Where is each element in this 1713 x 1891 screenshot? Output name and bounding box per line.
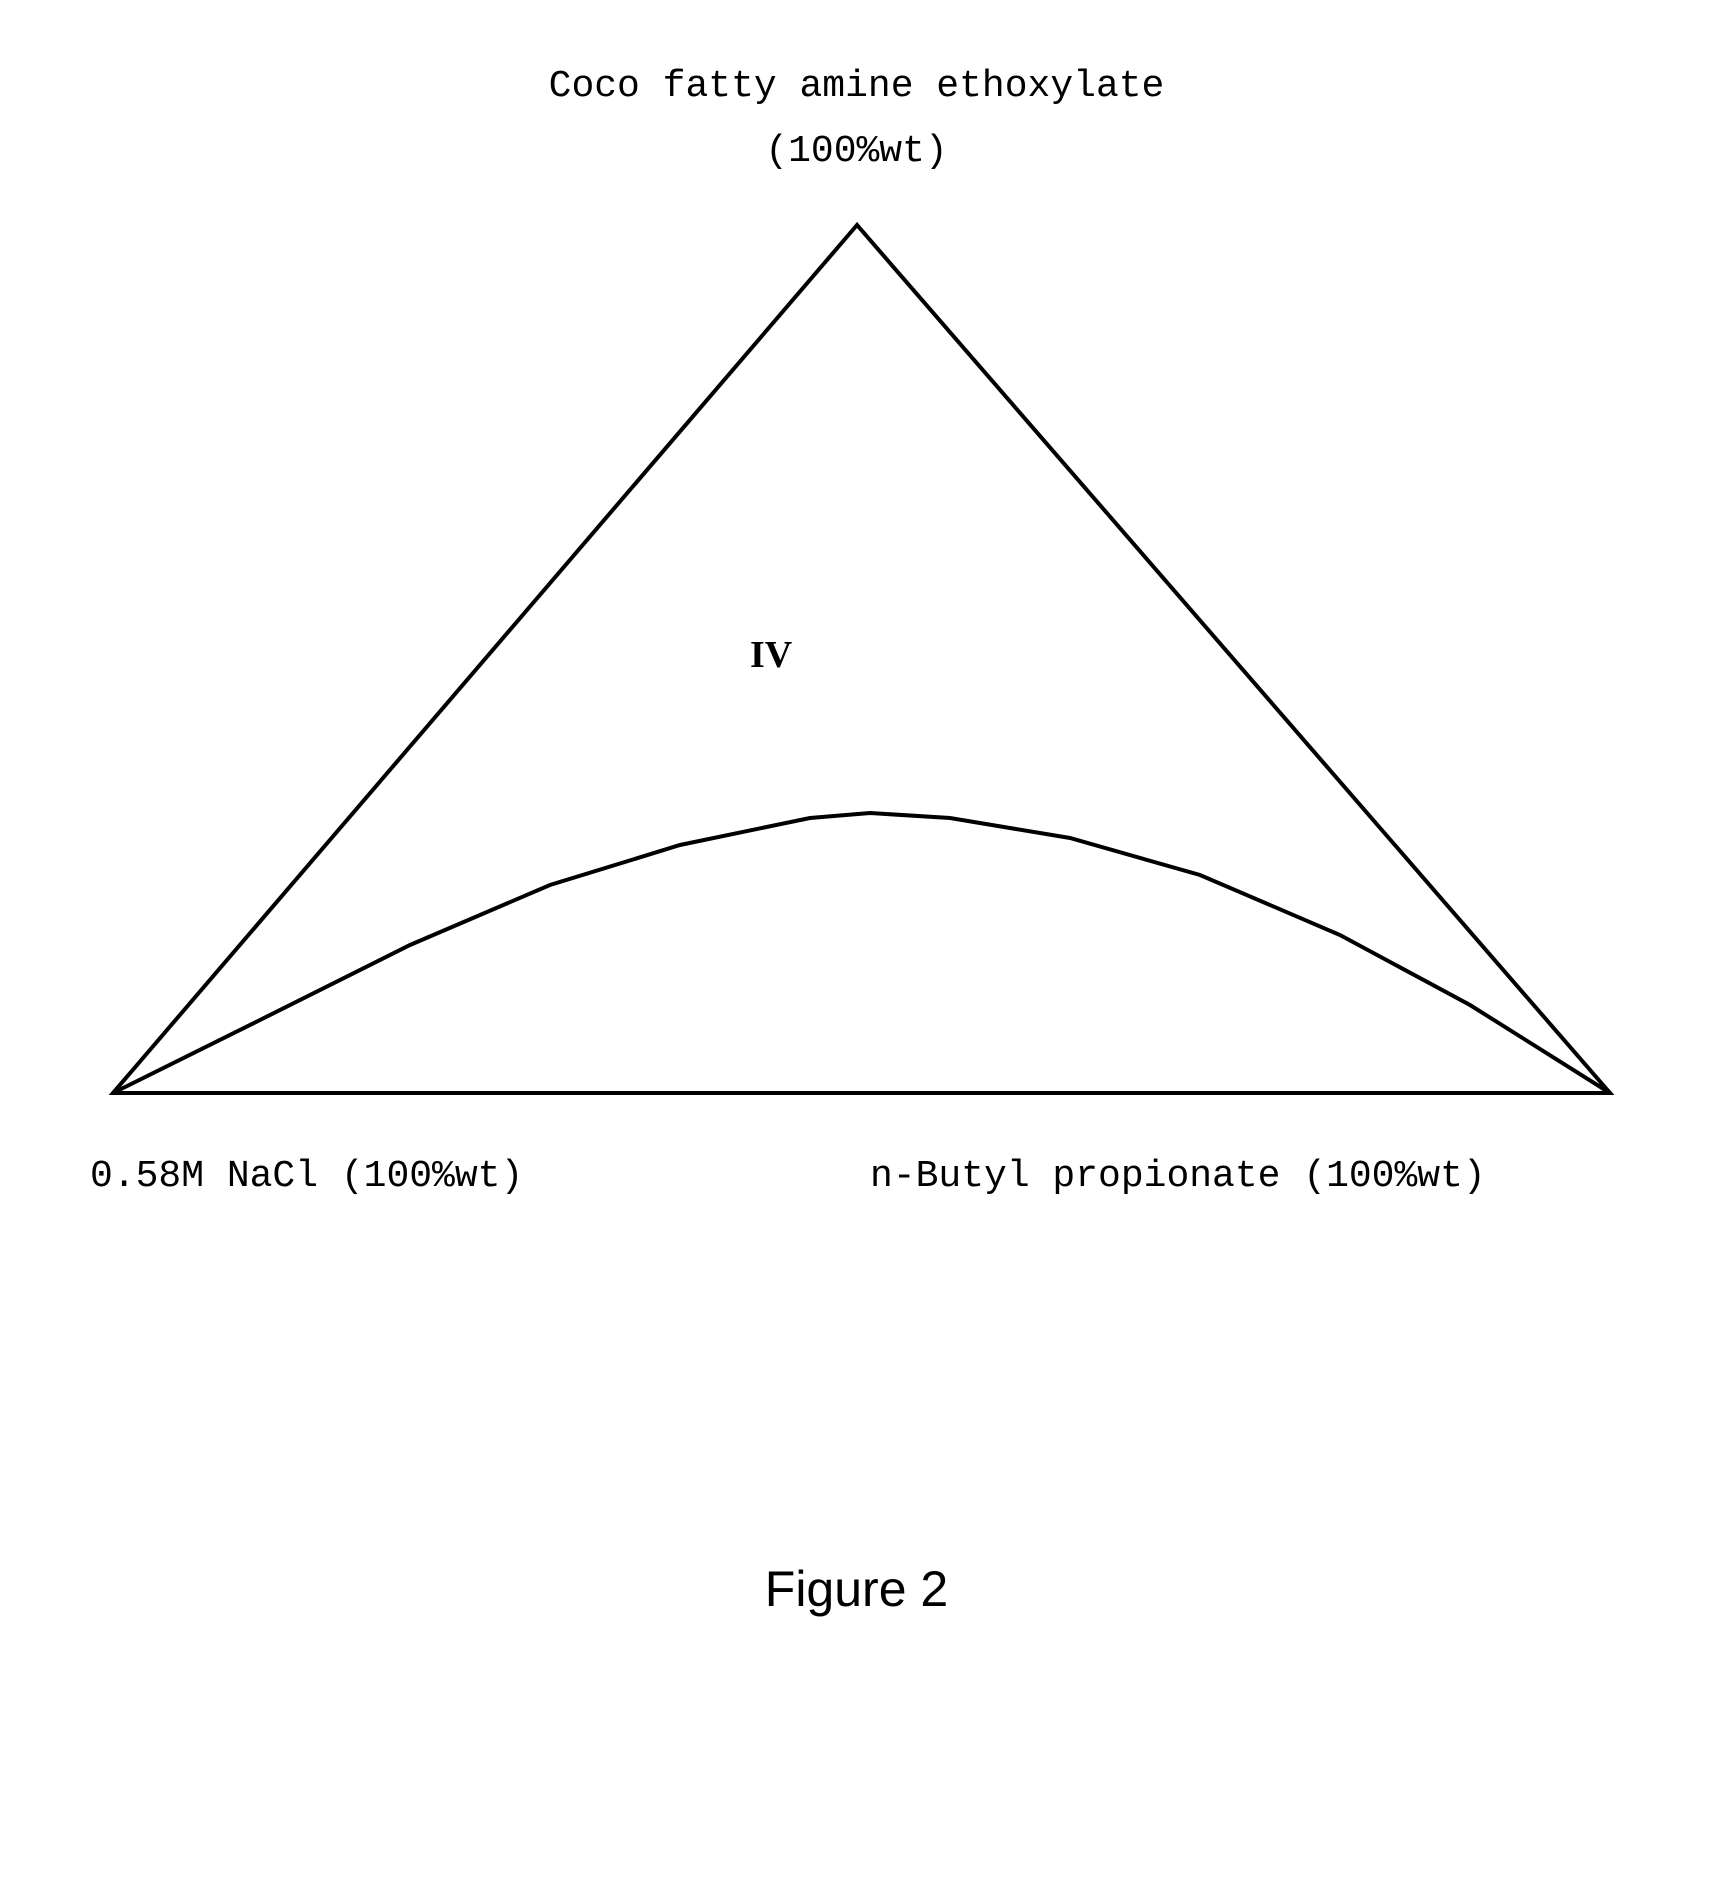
triangle-outline — [113, 225, 1610, 1093]
figure-caption: Figure 2 — [765, 1560, 948, 1618]
region-label: IV — [750, 633, 792, 677]
apex-bottom-left-label: 0.58M NaCl (100%wt) — [90, 1155, 523, 1198]
apex-bottom-right-label: n-Butyl propionate (100%wt) — [870, 1155, 1486, 1198]
ternary-diagram-container: Coco fatty amine ethoxylate (100%wt) 0.5… — [0, 0, 1713, 1891]
apex-top-label-line1: Coco fatty amine ethoxylate — [549, 65, 1165, 108]
binodal-curve — [113, 813, 1610, 1093]
apex-top-label-line2: (100%wt) — [765, 130, 947, 173]
